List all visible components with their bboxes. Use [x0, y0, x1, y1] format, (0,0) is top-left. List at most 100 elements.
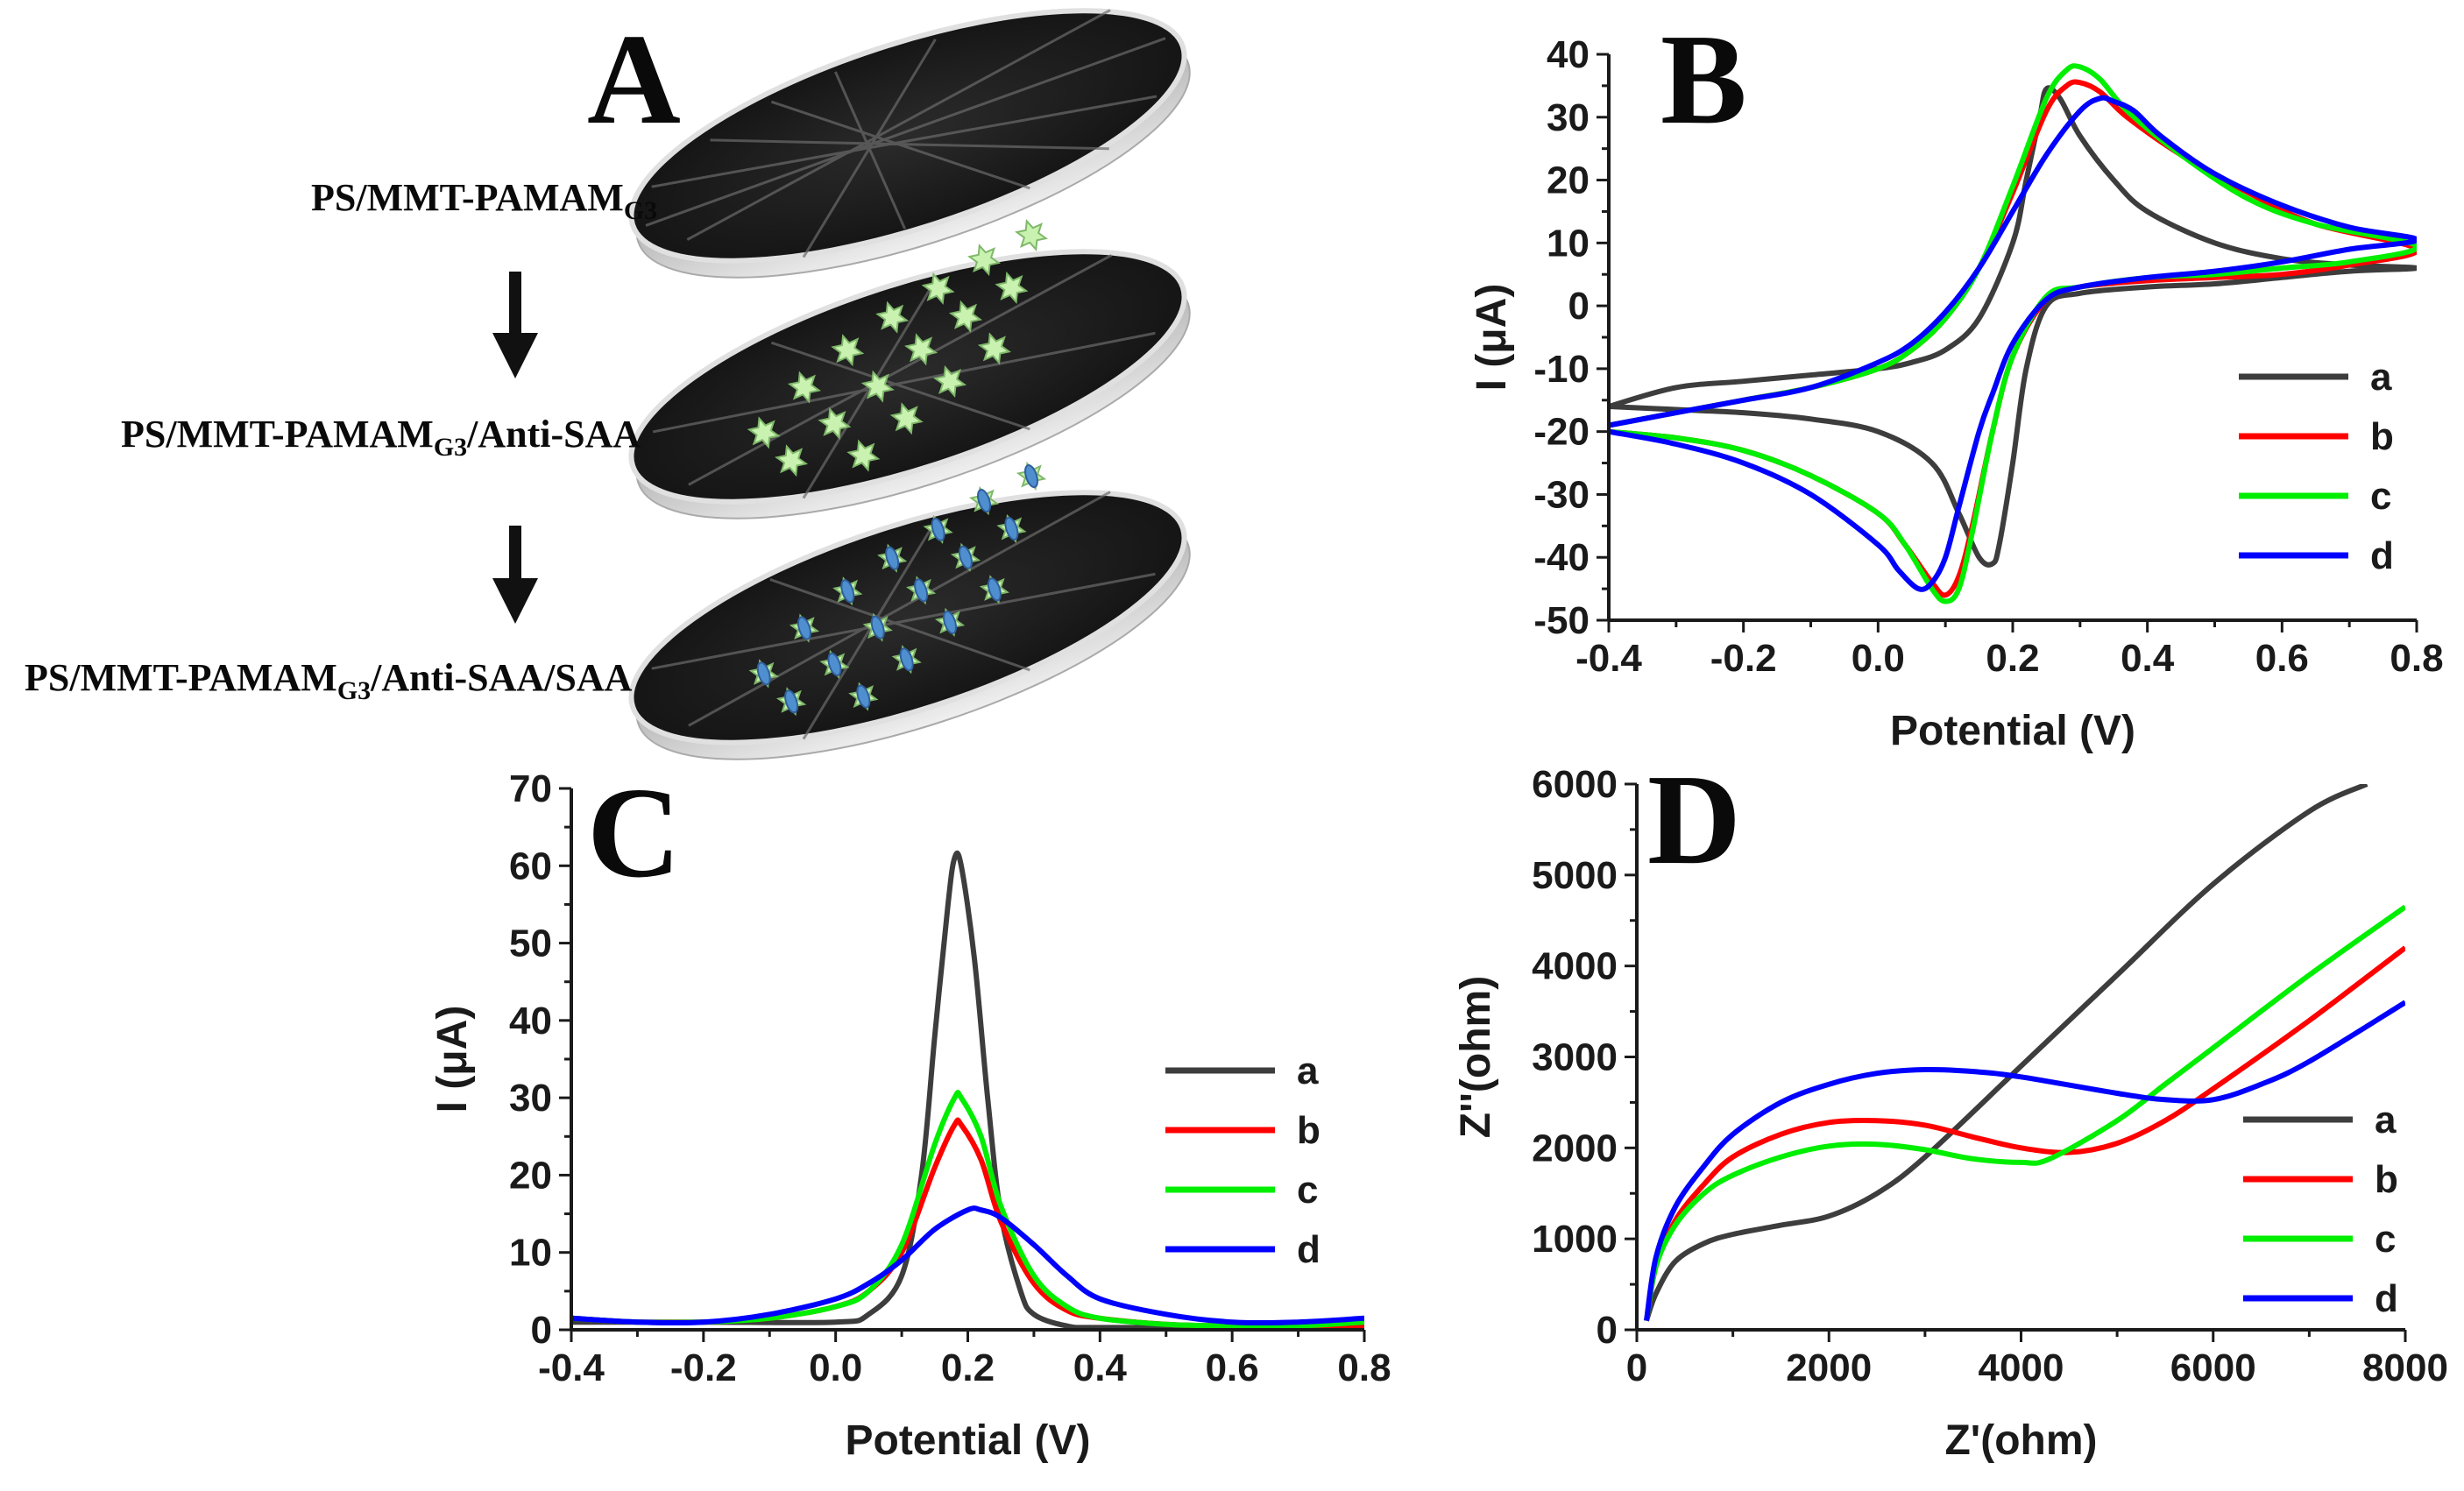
- legend-label-c: c: [1297, 1169, 1318, 1212]
- y-tick-label: 0: [531, 1309, 552, 1352]
- y-axis-label: I (μA): [1469, 284, 1515, 392]
- y-tick-label: -50: [1533, 599, 1590, 642]
- x-tick-label: 0: [1626, 1346, 1647, 1389]
- panel-a: A PS/MMT-PAMAMG3: [25, 8, 1191, 760]
- antibody-star-icon: [933, 364, 967, 398]
- y-tick-label: 10: [1547, 222, 1590, 265]
- panel-a-letter: A: [587, 8, 681, 152]
- series-line-a: [1644, 784, 2368, 1322]
- series-line-d: [571, 1205, 1364, 1326]
- antibody-star-icon: [904, 333, 938, 366]
- saa-antigen-icon: [987, 577, 1002, 602]
- y-tick-label: 20: [509, 1154, 552, 1197]
- x-tick-label: -0.4: [1575, 637, 1642, 680]
- y-tick-label: 6000: [1532, 763, 1618, 806]
- chart-b: -0.4 -0.2 0.0 0.2 0.4 0.6 0.8 -50 -40 -30 -20 -10 0 1…: [1469, 33, 2444, 754]
- saa-antigen-icon: [943, 610, 958, 634]
- y-tick-label: 4000: [1532, 945, 1618, 988]
- x-tick-label: 2000: [1786, 1346, 1872, 1389]
- panel-d-letter: D: [1647, 748, 1741, 892]
- antibody-star-icon: [787, 371, 821, 404]
- antibody-star-icon: [875, 300, 910, 334]
- y-tick-label: 2000: [1532, 1127, 1618, 1169]
- y-tick-label: 5000: [1532, 854, 1618, 897]
- arrow-2: [492, 526, 538, 624]
- legend-label-d: d: [1297, 1228, 1321, 1271]
- y-tick-label: -10: [1533, 348, 1590, 391]
- x-axis-label: Potential (V): [845, 1417, 1090, 1464]
- antibody-star-icon: [977, 332, 1011, 365]
- disc-2: [628, 219, 1191, 519]
- series-line-c: [1644, 904, 2405, 1322]
- x-tick-label: 6000: [2170, 1346, 2256, 1389]
- legend-label-b: b: [2375, 1158, 2398, 1201]
- y-tick-label: 40: [509, 1000, 552, 1042]
- saa-antigen-icon: [756, 661, 771, 686]
- legend-label-a: a: [1297, 1049, 1319, 1092]
- disc-3: [628, 461, 1191, 760]
- antibody-star-icon: [747, 416, 781, 449]
- saa-antigen-icon: [899, 647, 914, 672]
- x-tick-label: 0.8: [2390, 637, 2443, 680]
- legend-label-a: a: [2370, 356, 2392, 399]
- charts: -0.4 -0.2 0.0 0.2 0.4 0.6 0.8 -50 -40 -30 -20 -10 0 1…: [429, 33, 2448, 1464]
- series-line-d: [1609, 95, 2417, 592]
- saa-antigen-icon: [1004, 516, 1019, 541]
- x-tick-label: 4000: [1979, 1346, 2064, 1389]
- x-tick-label: -0.2: [670, 1346, 737, 1389]
- y-tick-label: 20: [1547, 159, 1590, 202]
- saa-antigen-icon: [827, 652, 842, 676]
- antibody-star-icon: [967, 244, 1002, 277]
- x-axis-label: Potential (V): [1890, 708, 2135, 754]
- x-tick-label: 0.4: [1073, 1346, 1128, 1389]
- legend-label-d: d: [2375, 1277, 2398, 1320]
- series-line-d: [1644, 1000, 2405, 1322]
- y-tick-label: 30: [1547, 96, 1590, 139]
- antibody-star-icon: [775, 444, 809, 477]
- saa-antigen-icon: [977, 489, 992, 513]
- series-line-b: [571, 1117, 1364, 1329]
- y-tick-label: 1000: [1532, 1218, 1618, 1261]
- antibody-star-icon: [948, 300, 983, 333]
- saa-antigen-icon: [840, 579, 855, 604]
- x-tick-label: 0.8: [1337, 1346, 1391, 1389]
- arrow-1: [492, 272, 538, 378]
- saa-antigen-icon: [784, 689, 799, 714]
- antibody-star-icon: [995, 271, 1029, 304]
- legend-label-a: a: [2375, 1099, 2397, 1141]
- saa-antigen-icon: [931, 517, 945, 541]
- antibody-star-icon: [846, 439, 881, 472]
- y-tick-label: 0: [1597, 1309, 1618, 1352]
- scheme-label-3: PS/MMT-PAMAMG3/Anti-SAA/SAA: [25, 656, 633, 705]
- chart-d: 0 2000 4000 6000 8000 0 1000 2000 3000 4000 5000 60…: [1453, 763, 2448, 1464]
- y-tick-label: 40: [1547, 33, 1590, 76]
- legend-label-b: b: [2370, 415, 2394, 458]
- disc-1: [628, 8, 1191, 279]
- antibody-star-icon: [921, 272, 955, 305]
- y-tick-label: 70: [509, 767, 552, 810]
- legend-label-c: c: [2370, 475, 2391, 518]
- legend-label-c: c: [2375, 1218, 2396, 1261]
- antibody-star-icon: [860, 370, 895, 403]
- saa-antigen-icon: [885, 546, 900, 570]
- y-tick-label: 3000: [1532, 1036, 1618, 1079]
- x-tick-label: 0.2: [1986, 637, 2039, 680]
- scheme-label-2: PS/MMT-PAMAMG3/Anti-SAA: [121, 413, 641, 462]
- legend-label-d: d: [2370, 534, 2394, 577]
- y-tick-label: -20: [1533, 411, 1590, 454]
- y-tick-label: 10: [509, 1232, 552, 1275]
- chart-c: -0.4 -0.2 0.0 0.2 0.4 0.6 0.8 0 10 20 30 40 50 60 70 Po…: [429, 767, 1391, 1464]
- series-line-a: [571, 850, 1364, 1330]
- antibody-star-icon: [889, 402, 924, 435]
- antibody-star-icon: [818, 406, 852, 440]
- series-line-b: [1644, 945, 2405, 1322]
- x-axis-label: Z'(ohm): [1944, 1417, 2097, 1464]
- panel-b-letter: B: [1660, 8, 1747, 152]
- x-tick-label: 0.2: [941, 1346, 995, 1389]
- x-tick-label: 8000: [2362, 1346, 2448, 1389]
- scheme-label-1: PS/MMT-PAMAMG3: [311, 176, 657, 225]
- series-line-c: [571, 1090, 1364, 1329]
- saa-antigen-icon: [1024, 464, 1038, 489]
